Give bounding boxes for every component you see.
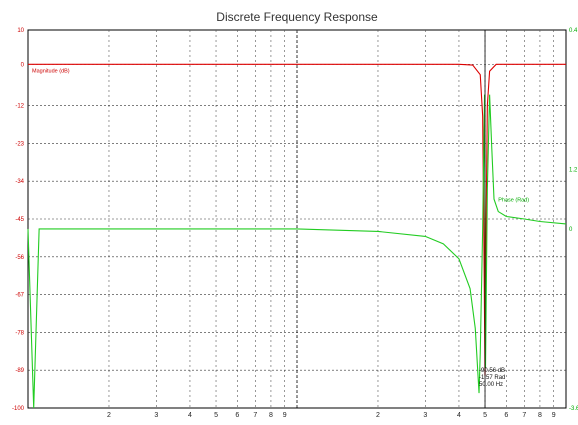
x-tick-label: 3 bbox=[154, 412, 158, 419]
x-tick-label: 6 bbox=[235, 412, 239, 419]
y-left-tick-label: -34 bbox=[15, 179, 24, 185]
x-tick-label: 2 bbox=[107, 412, 111, 419]
phase-series-label: Phase (Rad) bbox=[498, 198, 529, 204]
y-left-tick-label: -89 bbox=[15, 368, 24, 374]
x-tick-label: 8 bbox=[269, 412, 273, 419]
y-right-tick-label: 1.2 bbox=[569, 167, 578, 173]
y-left-tick-label: 10 bbox=[17, 28, 24, 34]
cursor-readout: -90.56 dB bbox=[479, 368, 505, 374]
y-right-tick-label: -3.6 bbox=[569, 406, 578, 412]
x-tick-label: 6 bbox=[504, 412, 508, 419]
y-left-tick-label: 0 bbox=[21, 62, 25, 68]
x-tick-label: 7 bbox=[522, 412, 526, 419]
x-tick-label: 8 bbox=[538, 412, 542, 419]
y-left-tick-label: -56 bbox=[15, 255, 24, 261]
chart-title: Discrete Frequency Response bbox=[216, 10, 378, 24]
cursor-readout: 50.00 Hz bbox=[479, 382, 503, 388]
x-tick-label: 4 bbox=[457, 412, 461, 419]
phase-line bbox=[27, 94, 567, 409]
x-tick-label: 4 bbox=[188, 412, 192, 419]
y-left-tick-label: -78 bbox=[15, 330, 24, 336]
y-left-tick-label: -100 bbox=[12, 406, 25, 412]
x-tick-label: 7 bbox=[253, 412, 257, 419]
x-tick-label: 9 bbox=[552, 412, 556, 419]
x-tick-label: 5 bbox=[483, 412, 487, 419]
magnitude-series-label: Magnitude (dB) bbox=[32, 68, 70, 74]
x-tick-label: 5 bbox=[214, 412, 218, 419]
y-left-tick-label: -12 bbox=[15, 104, 24, 110]
y-right-tick-label: 0 bbox=[569, 227, 573, 233]
y-left-tick-label: -23 bbox=[15, 141, 24, 147]
x-tick-label: 2 bbox=[376, 412, 380, 419]
y-left-tick-label: -45 bbox=[15, 217, 24, 223]
x-tick-label: 9 bbox=[283, 412, 287, 419]
y-right-tick-label: 0.4 bbox=[569, 28, 578, 34]
y-left-tick-label: -67 bbox=[15, 293, 24, 299]
x-tick-label: 3 bbox=[423, 412, 427, 419]
cursor-readout: -1.57 Rad bbox=[479, 375, 505, 381]
